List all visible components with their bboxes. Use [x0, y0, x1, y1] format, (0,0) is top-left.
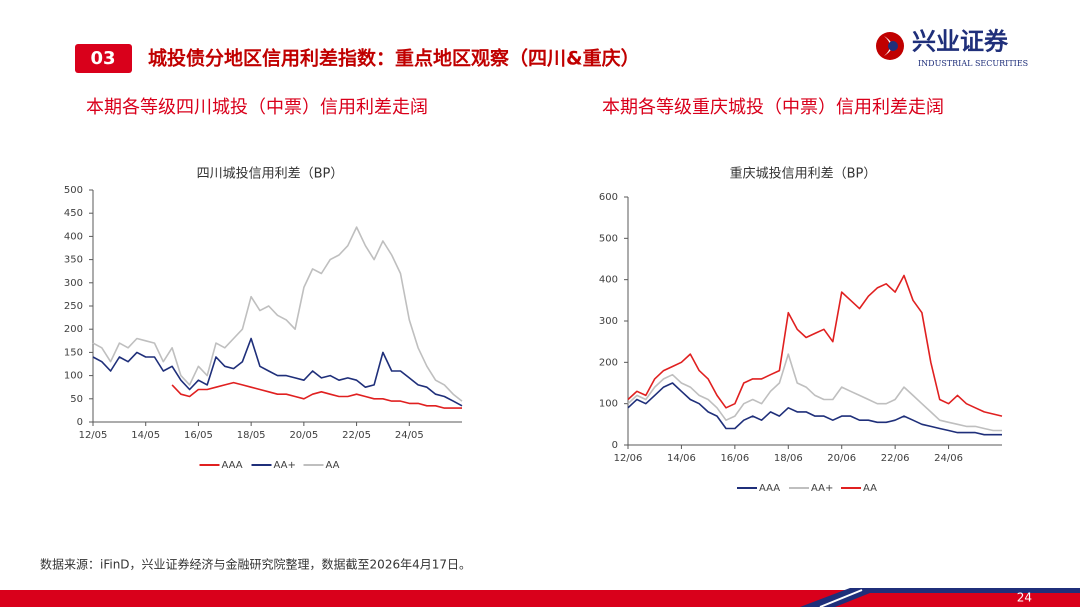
y-tick-label: 200: [599, 357, 618, 368]
x-tick-label: 16/05: [184, 430, 213, 441]
legend-label: AAA: [222, 460, 243, 471]
x-tick-label: 20/06: [827, 453, 856, 464]
legend-label: AA+: [811, 483, 833, 494]
legend-label: AA: [863, 483, 877, 494]
y-tick-label: 450: [64, 208, 83, 219]
y-tick-label: 0: [612, 440, 618, 451]
chart: 重庆城投信用利差（BP） 0 100 200 300 400 500 600 12/06 14/0…: [599, 166, 1003, 494]
section-badge: [75, 44, 132, 73]
x-tick-label: 20/05: [289, 430, 318, 441]
footer-bar: [0, 590, 1080, 607]
series-line: [92, 226, 463, 402]
y-tick-label: 500: [64, 185, 83, 196]
logo-english: INDUSTRIAL SECURITIES: [918, 59, 1028, 68]
y-tick-label: 400: [64, 231, 83, 242]
y-tick-label: 300: [599, 316, 618, 327]
y-tick-label: 50: [70, 394, 83, 405]
series-line: [627, 382, 1002, 436]
footer-stripe: [819, 589, 863, 607]
series-line: [627, 274, 1003, 417]
slide-title: 城投债分地区信用利差指数：重点地区观察（四川&重庆）: [148, 47, 640, 70]
chart-title: 四川城投信用利差（BP）: [197, 166, 344, 182]
y-tick-label: 100: [599, 399, 618, 410]
y-tick-label: 0: [77, 417, 83, 428]
x-tick-label: 22/06: [881, 453, 910, 464]
legend-label: AA+: [274, 460, 296, 471]
x-tick-label: 18/06: [774, 453, 803, 464]
chart-subtitle: 本期各等级重庆城投（中票）信用利差走阔: [602, 97, 944, 118]
x-tick-label: 18/05: [237, 430, 266, 441]
x-tick-label: 24/05: [395, 430, 424, 441]
logo-dot: [888, 41, 898, 51]
y-tick-label: 300: [64, 278, 83, 289]
series-line: [171, 381, 462, 409]
legend-label: AA: [326, 460, 340, 471]
x-tick-label: 14/05: [131, 430, 160, 441]
x-tick-label: 14/06: [667, 453, 696, 464]
logo-name: 兴业证券: [912, 27, 1009, 56]
x-tick-label: 16/06: [720, 453, 749, 464]
logo-swirl: [884, 36, 892, 56]
chart: 四川城投信用利差（BP） 0 50 100 150 200 250 300 350 400 450 5…: [64, 166, 463, 471]
y-tick-label: 200: [64, 324, 83, 335]
y-tick-label: 350: [64, 255, 83, 266]
chart-title: 重庆城投信用利差（BP）: [730, 166, 877, 182]
y-tick-label: 150: [64, 347, 83, 358]
y-tick-label: 400: [599, 275, 618, 286]
chart-subtitle: 本期各等级四川城投（中票）信用利差走阔: [86, 97, 428, 118]
x-tick-label: 24/06: [934, 453, 963, 464]
x-tick-label: 12/05: [79, 430, 108, 441]
y-tick-label: 250: [64, 301, 83, 312]
x-tick-label: 12/06: [614, 453, 643, 464]
x-tick-label: 22/05: [342, 430, 371, 441]
source-note: 数据来源：iFinD，兴业证券经济与金融研究院整理，数据截至2026年4月17日…: [40, 557, 471, 572]
logo: 兴业证券 INDUSTRIAL SECURITIES: [876, 27, 1028, 68]
series-line: [92, 337, 463, 407]
footer-accent: [835, 593, 1080, 607]
legend-label: AAA: [759, 483, 780, 494]
y-tick-label: 600: [599, 192, 618, 203]
y-tick-label: 100: [64, 371, 83, 382]
series-line: [627, 353, 1002, 432]
y-tick-label: 500: [599, 233, 618, 244]
page-number: 24: [1017, 591, 1032, 605]
section-number: 03: [90, 48, 115, 69]
